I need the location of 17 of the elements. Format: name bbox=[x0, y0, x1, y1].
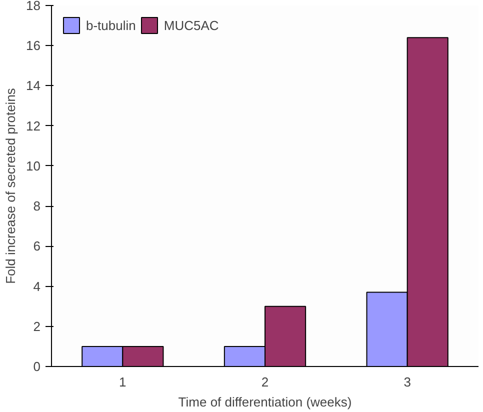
y-axis-title: Fold increase of secreted proteins bbox=[3, 88, 18, 284]
x-axis-title: Time of differentiation (weeks) bbox=[178, 394, 352, 410]
x-tick-label: 3 bbox=[404, 374, 411, 390]
y-tick-label: 2 bbox=[33, 318, 41, 334]
y-tick-label: 6 bbox=[33, 238, 41, 254]
y-tick-label: 12 bbox=[26, 118, 41, 134]
x-tick-label: 1 bbox=[119, 374, 126, 390]
legend-label: b-tubulin bbox=[86, 18, 136, 32]
y-tick-label: 18 bbox=[26, 0, 41, 13]
y-tick-label: 0 bbox=[33, 359, 41, 374]
y-tick-label: 4 bbox=[33, 278, 41, 294]
y-tick-label: 14 bbox=[26, 78, 41, 94]
y-tick-label: 16 bbox=[26, 38, 41, 54]
y-tick-label: 10 bbox=[26, 158, 41, 174]
x-tick-label: 2 bbox=[261, 374, 269, 390]
y-tick-label: 8 bbox=[33, 198, 41, 214]
legend-label: MUC5AC bbox=[164, 18, 219, 32]
